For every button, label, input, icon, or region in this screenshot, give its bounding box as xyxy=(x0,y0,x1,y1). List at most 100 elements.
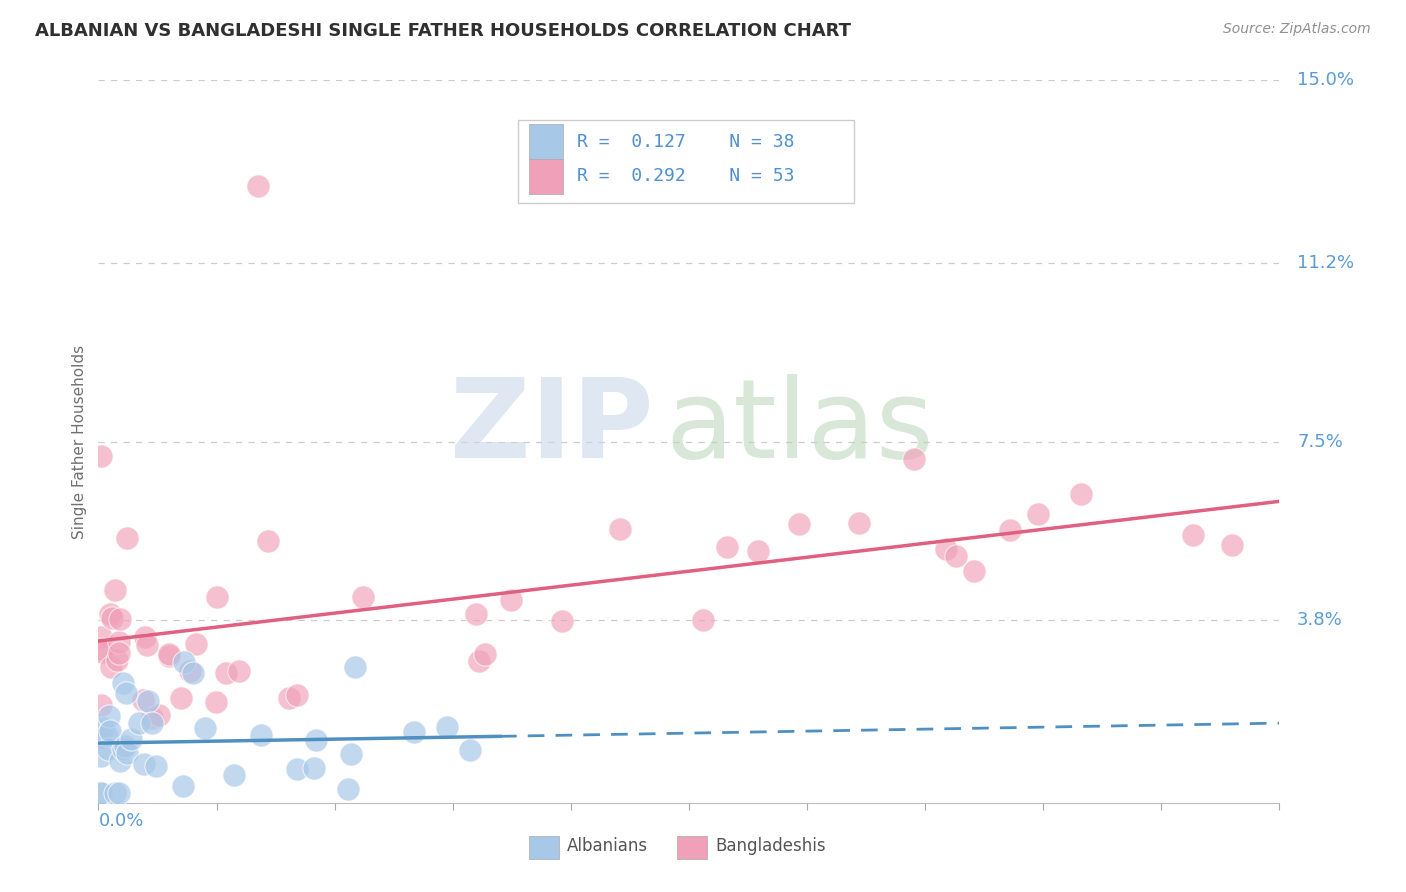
Point xyxy=(112,676,135,690)
Point xyxy=(499,593,522,607)
Point xyxy=(107,635,129,649)
Text: 7.5%: 7.5% xyxy=(1298,433,1343,450)
Point xyxy=(172,780,194,794)
Point xyxy=(90,786,112,800)
Point xyxy=(98,708,121,723)
Point xyxy=(115,746,138,760)
Point xyxy=(108,754,131,768)
Point xyxy=(148,708,170,723)
Point xyxy=(120,731,142,746)
Bar xyxy=(530,124,562,159)
Text: 15.0%: 15.0% xyxy=(1298,71,1354,89)
Bar xyxy=(530,836,560,859)
Point xyxy=(101,611,124,625)
FancyBboxPatch shape xyxy=(517,120,855,203)
Point xyxy=(998,523,1021,537)
Point xyxy=(468,655,491,669)
Point xyxy=(97,741,120,756)
Point xyxy=(111,742,134,756)
Point xyxy=(228,665,250,679)
Point xyxy=(609,522,631,536)
Point xyxy=(90,449,112,463)
Point xyxy=(114,686,136,700)
Point xyxy=(181,665,204,680)
Text: R =  0.127    N = 38: R = 0.127 N = 38 xyxy=(576,133,794,151)
Point xyxy=(179,665,201,679)
Point xyxy=(159,647,181,661)
Point xyxy=(222,767,245,781)
Point xyxy=(108,786,131,800)
Point xyxy=(90,641,112,656)
Point xyxy=(145,758,167,772)
Point xyxy=(205,591,228,605)
Point xyxy=(962,565,984,579)
Point xyxy=(108,647,131,661)
Point xyxy=(787,517,810,532)
Point xyxy=(169,691,191,706)
Point xyxy=(903,452,925,467)
Point xyxy=(186,637,208,651)
Point xyxy=(339,747,361,762)
Point xyxy=(90,645,112,659)
Point xyxy=(141,711,163,725)
Point xyxy=(136,694,159,708)
Point xyxy=(104,582,127,597)
Bar xyxy=(678,836,707,859)
Point xyxy=(344,659,367,673)
Point xyxy=(458,743,481,757)
Point xyxy=(285,688,308,702)
Point xyxy=(257,534,280,549)
Point xyxy=(848,516,870,531)
Point xyxy=(114,739,136,753)
Point xyxy=(945,549,967,563)
Point xyxy=(115,531,138,545)
Point xyxy=(404,724,426,739)
Point xyxy=(716,541,738,555)
Point xyxy=(194,721,217,735)
Point xyxy=(110,612,132,626)
Point xyxy=(1026,508,1049,522)
Y-axis label: Single Father Households: Single Father Households xyxy=(72,344,87,539)
Point xyxy=(305,733,328,747)
Point xyxy=(246,179,269,194)
Point xyxy=(336,781,359,796)
Point xyxy=(157,648,180,663)
Point xyxy=(277,691,299,706)
Point xyxy=(135,639,157,653)
Bar xyxy=(530,159,562,194)
Point xyxy=(1181,528,1204,542)
Text: R =  0.292    N = 53: R = 0.292 N = 53 xyxy=(576,168,794,186)
Point xyxy=(465,607,488,621)
Text: ZIP: ZIP xyxy=(450,374,654,481)
Point xyxy=(105,652,128,666)
Point xyxy=(1220,538,1243,552)
Point xyxy=(93,721,115,735)
Text: 11.2%: 11.2% xyxy=(1298,254,1354,272)
Point xyxy=(132,693,155,707)
Point xyxy=(98,607,121,621)
Point xyxy=(89,730,111,744)
Text: ALBANIAN VS BANGLADESHI SINGLE FATHER HOUSEHOLDS CORRELATION CHART: ALBANIAN VS BANGLADESHI SINGLE FATHER HO… xyxy=(35,22,851,40)
Point xyxy=(134,630,156,644)
Point xyxy=(692,613,714,627)
Point xyxy=(90,698,112,712)
Point xyxy=(141,715,163,730)
Text: 3.8%: 3.8% xyxy=(1298,611,1343,629)
Point xyxy=(96,728,118,742)
Point xyxy=(215,666,238,681)
Point xyxy=(747,544,769,558)
Point xyxy=(550,614,572,628)
Point xyxy=(249,728,271,742)
Point xyxy=(205,695,228,709)
Point xyxy=(100,660,122,674)
Point xyxy=(302,761,325,775)
Point xyxy=(436,720,458,734)
Point xyxy=(90,786,112,800)
Text: atlas: atlas xyxy=(665,374,934,481)
Text: Source: ZipAtlas.com: Source: ZipAtlas.com xyxy=(1223,22,1371,37)
Point xyxy=(352,590,374,604)
Point xyxy=(935,541,957,556)
Point xyxy=(104,786,127,800)
Point xyxy=(474,647,496,661)
Point xyxy=(285,762,308,776)
